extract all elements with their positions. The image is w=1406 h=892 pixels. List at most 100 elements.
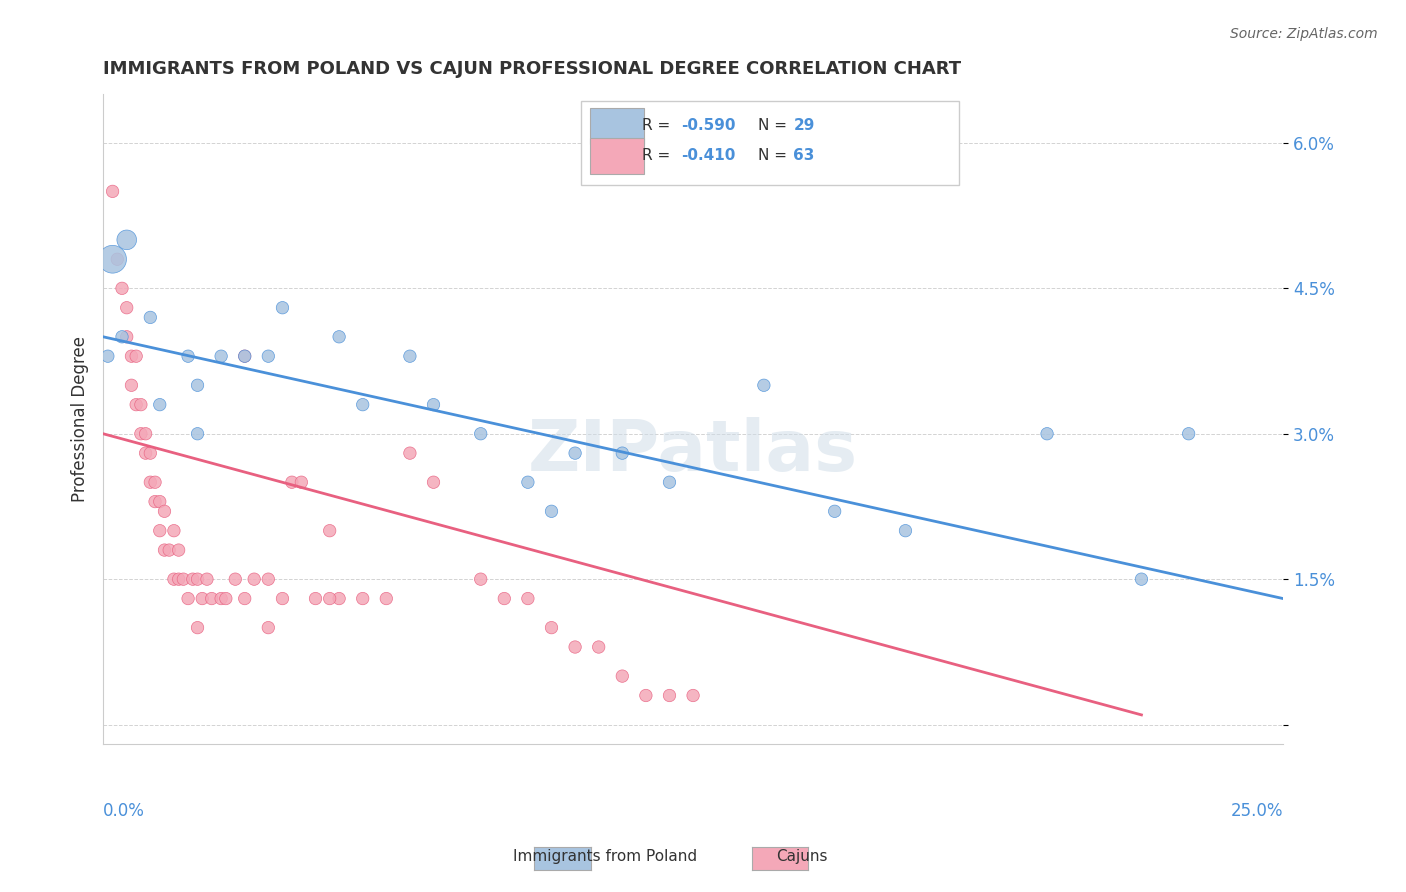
Point — [186, 572, 208, 586]
Text: 0.0%: 0.0% — [103, 802, 145, 820]
Point — [257, 349, 280, 363]
Point — [167, 572, 190, 586]
Point — [143, 475, 166, 490]
Point — [157, 543, 180, 558]
Point — [172, 572, 194, 586]
Point — [167, 543, 190, 558]
Point — [233, 349, 256, 363]
Y-axis label: Professional Degree: Professional Degree — [72, 336, 89, 502]
Point — [233, 349, 256, 363]
Point — [139, 310, 162, 325]
Text: -0.590: -0.590 — [682, 118, 735, 133]
Point — [186, 426, 208, 441]
Point — [233, 591, 256, 606]
Point — [101, 252, 124, 267]
Point — [181, 572, 204, 586]
Point — [422, 398, 444, 412]
Point — [375, 591, 398, 606]
Point — [304, 591, 326, 606]
Point — [824, 504, 846, 518]
Text: N =: N = — [758, 118, 792, 133]
Point — [115, 233, 138, 247]
Point — [328, 591, 350, 606]
Point — [328, 330, 350, 344]
Point — [111, 281, 134, 295]
Point — [399, 446, 422, 460]
Point — [97, 349, 120, 363]
Point — [470, 426, 492, 441]
Text: Cajuns: Cajuns — [776, 849, 827, 863]
Point — [399, 349, 422, 363]
Point — [540, 621, 562, 635]
Text: ZIPatlas: ZIPatlas — [529, 417, 858, 486]
Point — [682, 689, 704, 703]
Text: 25.0%: 25.0% — [1230, 802, 1284, 820]
Point — [352, 591, 374, 606]
FancyBboxPatch shape — [591, 108, 644, 144]
Point — [470, 572, 492, 586]
Point — [125, 349, 148, 363]
Point — [494, 591, 516, 606]
Point — [129, 426, 152, 441]
Point — [281, 475, 304, 490]
Point — [101, 185, 124, 199]
Point — [271, 591, 294, 606]
Point — [752, 378, 775, 392]
Point — [139, 446, 162, 460]
Point — [105, 252, 128, 267]
Point — [177, 591, 200, 606]
Point — [143, 494, 166, 508]
Text: Source: ZipAtlas.com: Source: ZipAtlas.com — [1230, 27, 1378, 41]
Point — [153, 543, 176, 558]
Point — [209, 591, 232, 606]
Point — [540, 504, 562, 518]
Point — [271, 301, 294, 315]
Text: 29: 29 — [793, 118, 814, 133]
Point — [125, 398, 148, 412]
Point — [120, 349, 142, 363]
Point — [1130, 572, 1153, 586]
Point — [111, 330, 134, 344]
Text: -0.410: -0.410 — [682, 148, 735, 163]
Point — [115, 301, 138, 315]
Point — [215, 591, 238, 606]
Point — [634, 689, 657, 703]
Point — [186, 621, 208, 635]
Text: IMMIGRANTS FROM POLAND VS CAJUN PROFESSIONAL DEGREE CORRELATION CHART: IMMIGRANTS FROM POLAND VS CAJUN PROFESSI… — [103, 60, 962, 78]
Point — [516, 591, 538, 606]
Point — [318, 524, 340, 538]
Point — [564, 640, 586, 654]
Point — [186, 378, 208, 392]
Point — [163, 524, 186, 538]
Point — [135, 446, 157, 460]
Text: R =: R = — [643, 118, 675, 133]
Point — [139, 475, 162, 490]
Point — [120, 378, 142, 392]
Point — [191, 591, 214, 606]
Point — [195, 572, 218, 586]
Point — [135, 426, 157, 441]
Text: R =: R = — [643, 148, 675, 163]
Text: 63: 63 — [793, 148, 814, 163]
Point — [257, 572, 280, 586]
Point — [149, 524, 172, 538]
Point — [224, 572, 246, 586]
Text: Immigrants from Poland: Immigrants from Poland — [513, 849, 696, 863]
Point — [612, 446, 634, 460]
Point — [422, 475, 444, 490]
Point — [153, 504, 176, 518]
Point — [612, 669, 634, 683]
Point — [352, 398, 374, 412]
Point — [149, 494, 172, 508]
Point — [257, 621, 280, 635]
Point — [209, 349, 232, 363]
Point — [115, 330, 138, 344]
Point — [564, 446, 586, 460]
Point — [129, 398, 152, 412]
Point — [243, 572, 266, 586]
Point — [588, 640, 610, 654]
Point — [658, 475, 681, 490]
FancyBboxPatch shape — [581, 101, 959, 186]
Point — [1177, 426, 1199, 441]
Point — [201, 591, 224, 606]
